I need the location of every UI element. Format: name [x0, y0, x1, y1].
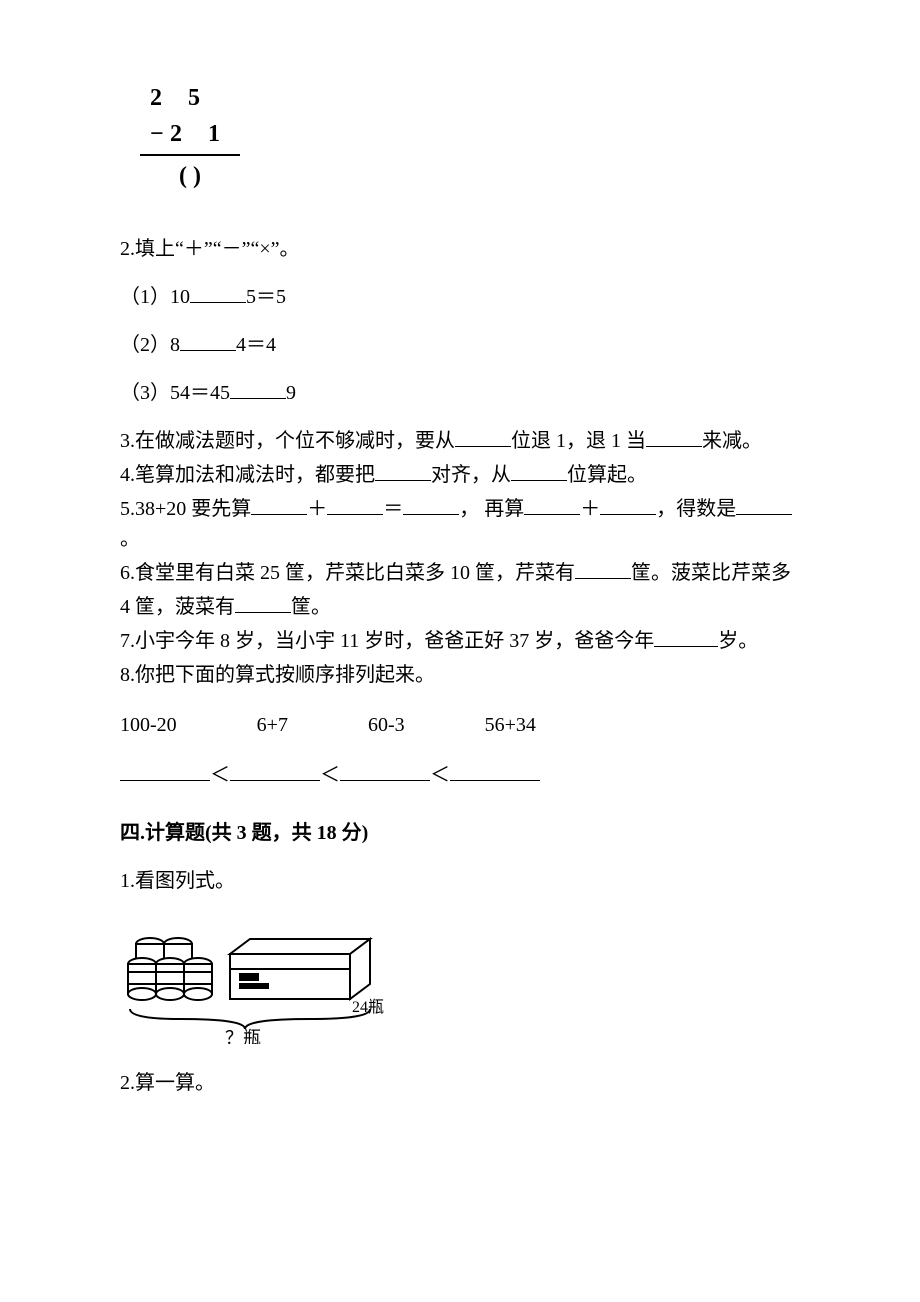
- q2c-left: （3）54＝45: [120, 382, 230, 404]
- q4: 4.笔算加法和减法时，都要把 对齐，从 位算起。: [120, 460, 800, 490]
- blank[interactable]: [403, 494, 459, 515]
- rule-line: [140, 154, 240, 156]
- minuend-row: 2 5: [140, 80, 240, 116]
- blank[interactable]: [450, 760, 540, 781]
- q3: 3.在做减法题时，个位不够减时，要从 位退 1，退 1 当 来减。: [120, 426, 800, 456]
- q5-d: ， 再算: [459, 498, 524, 520]
- q2-part3: （3）54＝45 9: [120, 378, 800, 408]
- blank[interactable]: [190, 282, 246, 303]
- q6: 6.食堂里有白菜 25 筐，芹菜比白菜多 10 筐，芹菜有 筐。菠菜比芹菜多: [120, 558, 800, 588]
- q8-stem: 8.你把下面的算式按顺序排列起来。: [120, 660, 800, 690]
- q6-a: 6.食堂里有白菜 25 筐，芹菜比白菜多 10 筐，芹菜有: [120, 562, 575, 584]
- blank[interactable]: [455, 426, 511, 447]
- q2a-left: （1）10: [120, 286, 190, 308]
- q3-c: 来减。: [702, 430, 762, 452]
- q8-expressions: 100-20 6+7 60-3 56+34: [120, 710, 800, 740]
- q8-ordering: ＜ ＜ ＜: [120, 760, 800, 790]
- q7-b: 岁。: [718, 630, 758, 652]
- blank[interactable]: [251, 494, 307, 515]
- expr-2: 6+7: [257, 710, 288, 740]
- subtrahend-row: − 2 1: [140, 116, 240, 152]
- s4-q2: 2.算一算。: [120, 1068, 800, 1098]
- lt-2: ＜: [320, 764, 340, 786]
- q7: 7.小宇今年 8 岁，当小宇 11 岁时，爸爸正好 37 岁，爸爸今年 岁。: [120, 626, 800, 656]
- expr-4: 56+34: [485, 710, 536, 740]
- minus-sign: −: [150, 116, 164, 152]
- blank[interactable]: [511, 460, 567, 481]
- blank[interactable]: [646, 426, 702, 447]
- blank[interactable]: [230, 378, 286, 399]
- q5-e: ＋: [580, 498, 600, 520]
- vertical-subtraction: 2 5 − 2 1 ( ): [140, 80, 240, 194]
- q2-part1: （1）10 5＝5: [120, 282, 800, 312]
- q2-part2: （2）8 4＝4: [120, 330, 800, 360]
- q5-c: ＝: [383, 498, 403, 520]
- q6-c: 4 筐，菠菜有: [120, 596, 235, 618]
- q5-a: 5.38+20 要先算: [120, 498, 251, 520]
- blank[interactable]: [575, 558, 631, 579]
- q3-a: 3.在做减法题时，个位不够减时，要从: [120, 430, 455, 452]
- q5: 5.38+20 要先算 ＋ ＝ ， 再算 ＋ ，得数是。: [120, 494, 800, 554]
- lt-1: ＜: [210, 764, 230, 786]
- q3-b: 位退 1，退 1 当: [511, 430, 646, 452]
- q2b-left: （2）8: [120, 334, 180, 356]
- blank[interactable]: [230, 760, 320, 781]
- expr-3: 60-3: [368, 710, 405, 740]
- expr-1: 100-20: [120, 710, 177, 740]
- blank[interactable]: [327, 494, 383, 515]
- blank[interactable]: [600, 494, 656, 515]
- s4-q1: 1.看图列式。: [120, 866, 800, 896]
- q5-f: ，得数是: [656, 498, 736, 520]
- q4-b: 对齐，从: [431, 464, 511, 486]
- blank[interactable]: [180, 330, 236, 351]
- q7-a: 7.小宇今年 8 岁，当小宇 11 岁时，爸爸正好 37 岁，爸爸今年: [120, 630, 654, 652]
- q6-d: 筐。: [291, 596, 331, 618]
- label-qmark: ？瓶: [225, 1028, 261, 1044]
- blank[interactable]: [375, 460, 431, 481]
- q2-stem: 2.填上“＋”“－”“×”。: [120, 234, 800, 264]
- difference-blank: ( ): [140, 158, 240, 194]
- minuend: 2 5: [150, 80, 210, 116]
- q6-b: 筐。菠菜比芹菜多: [631, 562, 791, 584]
- section-4-title: 四.计算题(共 3 题，共 18 分): [120, 818, 800, 848]
- blank[interactable]: [235, 592, 291, 613]
- q6-cont: 4 筐，菠菜有 筐。: [120, 592, 800, 622]
- q5-g: 。: [120, 528, 140, 550]
- q2a-right: 5＝5: [246, 286, 286, 308]
- blank[interactable]: [340, 760, 430, 781]
- lt-3: ＜: [430, 764, 450, 786]
- bottles-figure: 24瓶 ？瓶: [120, 914, 800, 1044]
- q5-b: ＋: [307, 498, 327, 520]
- blank[interactable]: [654, 626, 718, 647]
- q2b-right: 4＝4: [236, 334, 276, 356]
- blank[interactable]: [736, 494, 792, 515]
- q4-a: 4.笔算加法和减法时，都要把: [120, 464, 375, 486]
- subtrahend: 2 1: [170, 116, 230, 152]
- q4-c: 位算起。: [567, 464, 647, 486]
- blank[interactable]: [524, 494, 580, 515]
- q2c-right: 9: [286, 382, 296, 404]
- blank[interactable]: [120, 760, 210, 781]
